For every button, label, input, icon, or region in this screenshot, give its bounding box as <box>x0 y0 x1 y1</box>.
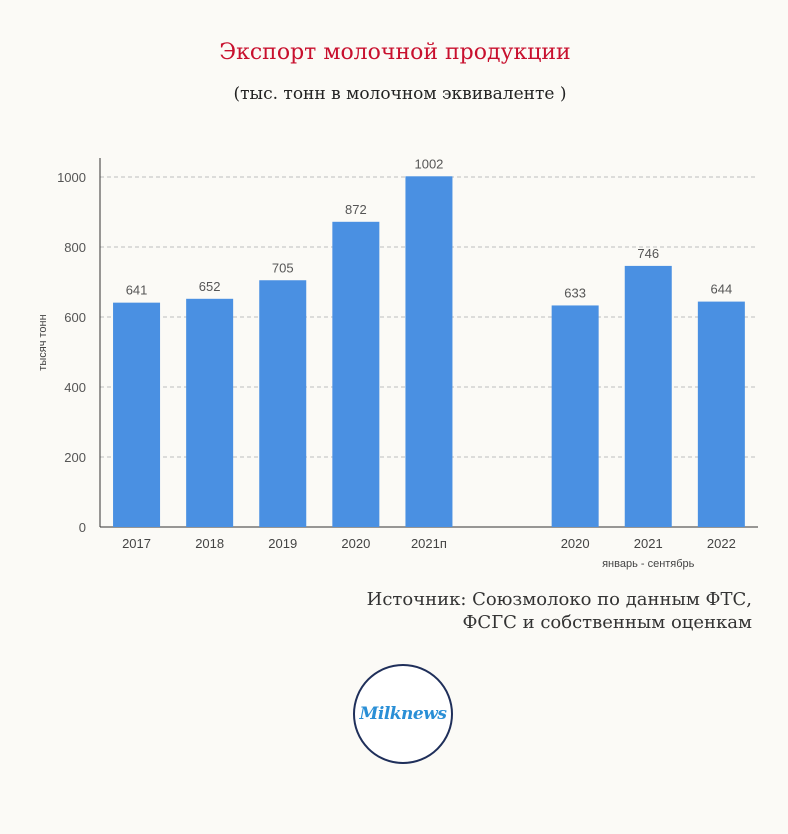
bar <box>186 298 234 527</box>
x-tick-label: 2017 <box>122 536 151 551</box>
logo-text: Milknews <box>359 704 447 724</box>
x-tick-label: 2022 <box>707 536 736 551</box>
bar <box>113 302 161 527</box>
x-tick-label: 2021п <box>411 536 447 551</box>
data-label: 746 <box>637 246 659 261</box>
bar <box>332 221 380 528</box>
data-label: 644 <box>710 282 732 297</box>
bar <box>551 305 599 527</box>
y-tick-label: 400 <box>64 380 86 395</box>
source-line-2: ФСГС и собственным оценкам <box>462 612 752 633</box>
x-tick-label: 2019 <box>268 536 297 551</box>
group-label: январь - сентябрь <box>602 558 695 570</box>
chart-title: Экспорт молочной продукции <box>219 40 571 65</box>
chart-subtitle: (тыс. тонн в молочном эквиваленте ) <box>233 84 567 104</box>
data-label: 872 <box>345 202 367 217</box>
milknews-logo: Milknews <box>353 664 453 764</box>
y-tick-label: 200 <box>64 450 86 465</box>
data-label: 633 <box>564 285 586 300</box>
y-tick-label: 0 <box>79 520 86 535</box>
y-tick-label: 800 <box>64 240 86 255</box>
source-note: Источник: Союзмолоко по данным ФТС, ФСГС… <box>292 588 752 634</box>
data-label: 641 <box>126 283 148 298</box>
bar <box>624 265 672 527</box>
x-tick-label: 2021 <box>634 536 663 551</box>
bar <box>405 176 453 528</box>
x-tick-label: 2020 <box>341 536 370 551</box>
bar <box>697 301 745 527</box>
bar <box>259 280 307 527</box>
data-label: 1002 <box>414 156 443 171</box>
data-label: 652 <box>199 279 221 294</box>
data-label: 705 <box>272 260 294 275</box>
x-tick-label: 2018 <box>195 536 224 551</box>
y-tick-label: 1000 <box>57 170 86 185</box>
y-axis-title: тысяч тонн <box>37 314 49 370</box>
source-line-1: Источник: Союзмолоко по данным ФТС, <box>366 589 752 610</box>
y-tick-label: 600 <box>64 310 86 325</box>
x-tick-label: 2020 <box>561 536 590 551</box>
